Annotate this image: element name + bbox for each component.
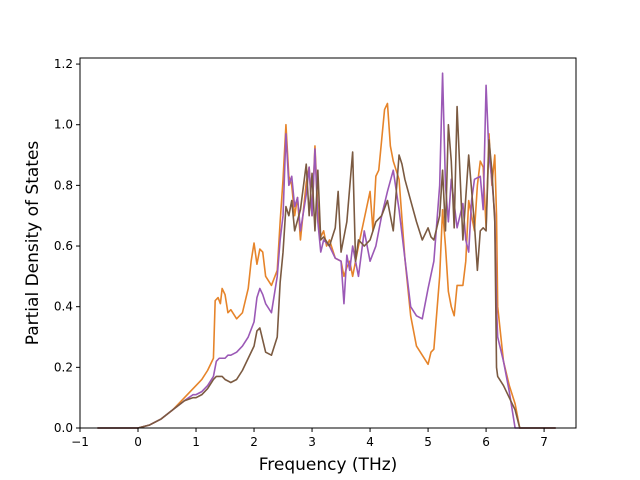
x-axis-title: Frequency (THz) bbox=[259, 455, 398, 475]
series-layer bbox=[97, 72, 556, 429]
y-tick-label: 0.0 bbox=[54, 421, 73, 435]
y-tick-label: 0.8 bbox=[54, 178, 73, 192]
plot-frame bbox=[79, 57, 577, 429]
x-tick-label: 1 bbox=[192, 435, 200, 449]
series-line-3 bbox=[97, 105, 556, 429]
y-axis-title: Partial Density of States bbox=[23, 141, 43, 346]
x-tick-label: 3 bbox=[308, 435, 316, 449]
x-tick-label: 0 bbox=[134, 435, 142, 449]
y-tick-label: 1.0 bbox=[54, 118, 73, 132]
x-axis: −1 0 1 2 3 4 5 6 7 bbox=[71, 428, 548, 449]
x-tick-label: −1 bbox=[71, 435, 89, 449]
series-line-1 bbox=[97, 102, 556, 429]
series-line-2 bbox=[97, 72, 556, 429]
x-tick-label: 5 bbox=[424, 435, 432, 449]
x-tick-label: 6 bbox=[482, 435, 490, 449]
x-tick-label: 2 bbox=[250, 435, 258, 449]
y-tick-label: 0.2 bbox=[54, 360, 73, 374]
y-tick-label: 1.2 bbox=[54, 57, 73, 71]
y-tick-label: 0.4 bbox=[54, 300, 73, 314]
x-tick-label: 4 bbox=[366, 435, 374, 449]
y-axis: 0.0 0.2 0.4 0.6 0.8 1.0 1.2 bbox=[54, 57, 80, 435]
y-tick-label: 0.6 bbox=[54, 239, 73, 253]
x-tick-label: 7 bbox=[540, 435, 548, 449]
